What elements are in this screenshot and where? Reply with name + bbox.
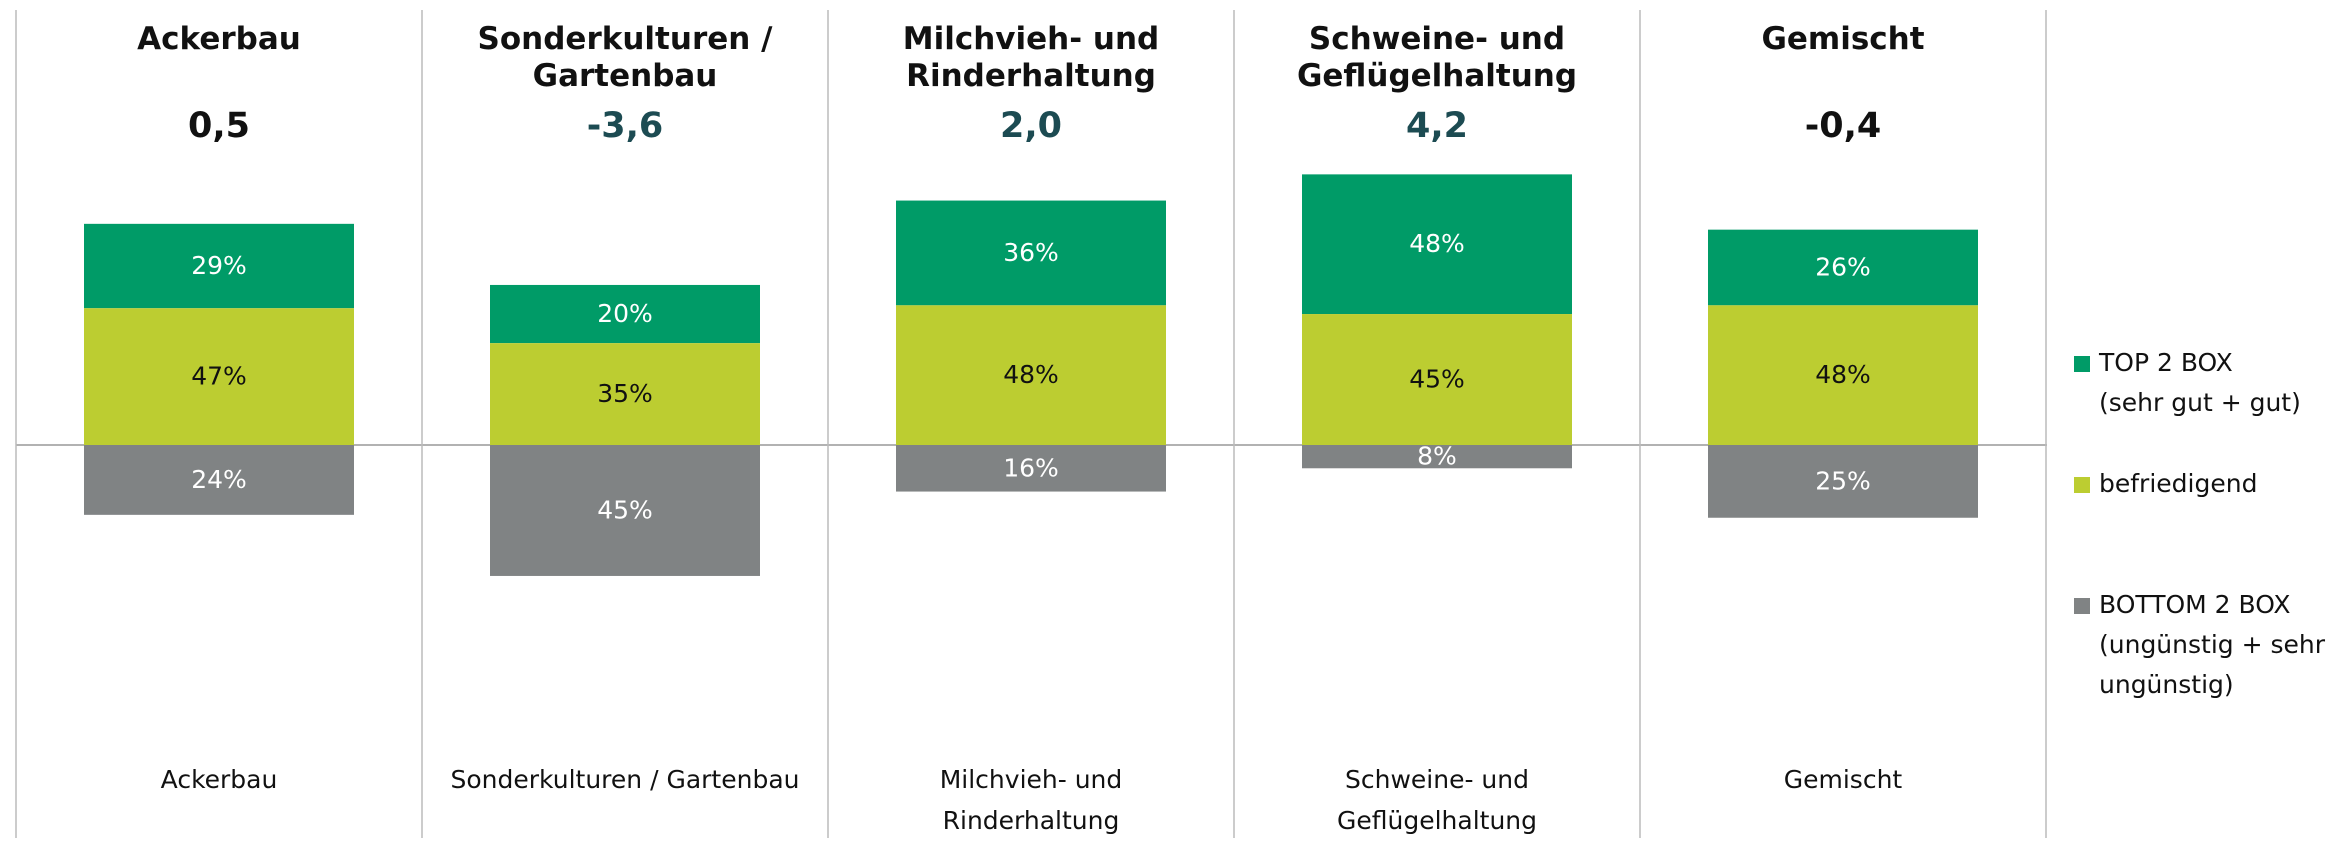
panel-title: Ackerbau xyxy=(137,21,301,57)
panel-score: -0,4 xyxy=(1804,106,1882,146)
bar-segment xyxy=(896,305,1166,445)
value-label: 29% xyxy=(191,251,247,280)
value-label: 45% xyxy=(1409,365,1465,394)
panel-score: -3,6 xyxy=(586,106,664,146)
bar-segment xyxy=(84,308,354,445)
bar-segment xyxy=(490,284,760,344)
bar-segment xyxy=(1708,445,1978,518)
value-label: 48% xyxy=(1409,229,1465,258)
bar-segment xyxy=(490,343,760,445)
legend-item: BOTTOM 2 BOX (ungünstig + sehr ungünstig… xyxy=(2074,585,2341,705)
value-label: 48% xyxy=(1003,360,1059,389)
value-label: 45% xyxy=(597,495,653,524)
value-label: 16% xyxy=(1003,453,1059,482)
legend-label: befriedigend xyxy=(2099,469,2258,498)
bar-segment xyxy=(1708,305,1978,445)
bar-segment xyxy=(896,445,1166,492)
panel-score: 4,2 xyxy=(1405,106,1468,146)
value-label: 25% xyxy=(1815,466,1871,495)
value-label: 36% xyxy=(1003,238,1059,267)
bar-segment xyxy=(896,200,1166,306)
x-tick-label: Gemischt xyxy=(1783,765,1903,794)
panel-title: Milchvieh- und Rinderhaltung xyxy=(902,21,1160,94)
legend-item: TOP 2 BOX (sehr gut + gut) xyxy=(2074,343,2341,423)
panel-score: 2,0 xyxy=(999,106,1062,146)
panel-title: Sonderkulturen / Gartenbau xyxy=(477,21,773,94)
panel-title: Schweine- und Geflügelhaltung xyxy=(1296,21,1578,94)
x-tick-label: Schweine- und Geflügelhaltung xyxy=(1336,765,1537,835)
bar-segment xyxy=(1302,445,1572,469)
x-tick-label: Milchvieh- und Rinderhaltung xyxy=(939,765,1123,835)
value-label: 20% xyxy=(597,299,653,328)
x-tick-label: Sonderkulturen / Gartenbau xyxy=(450,765,800,794)
bar-segment xyxy=(1302,314,1572,445)
panel-title: Gemischt xyxy=(1761,21,1925,57)
x-tick-label: Ackerbau xyxy=(160,765,278,794)
legend-swatch xyxy=(2074,477,2090,493)
legend-label: BOTTOM 2 BOX (ungünstig + sehr ungünstig… xyxy=(2099,590,2326,699)
value-label: 26% xyxy=(1815,252,1871,281)
bar-segment xyxy=(84,445,354,515)
value-label: 8% xyxy=(1417,442,1457,471)
value-label: 48% xyxy=(1815,360,1871,389)
bar-segment xyxy=(84,223,354,309)
value-label: 24% xyxy=(191,465,247,494)
legend-label: TOP 2 BOX (sehr gut + gut) xyxy=(2099,348,2301,417)
bar-segment xyxy=(490,445,760,576)
legend-item: befriedigend xyxy=(2074,464,2341,504)
panel-score: 0,5 xyxy=(187,106,250,146)
legend-swatch xyxy=(2074,598,2090,614)
value-label: 47% xyxy=(191,362,247,391)
value-label: 35% xyxy=(597,379,653,408)
bar-segment xyxy=(1302,174,1572,315)
bar-segment xyxy=(1708,229,1978,306)
legend-swatch xyxy=(2074,356,2090,372)
